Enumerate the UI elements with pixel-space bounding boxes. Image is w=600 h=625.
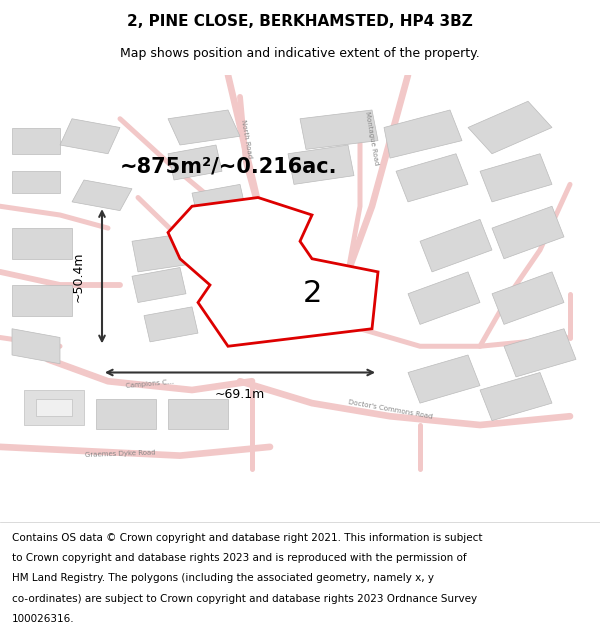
Polygon shape: [504, 329, 576, 377]
Polygon shape: [384, 110, 462, 158]
Polygon shape: [132, 232, 198, 272]
Polygon shape: [12, 127, 60, 154]
Polygon shape: [288, 145, 354, 184]
Polygon shape: [60, 119, 120, 154]
Polygon shape: [480, 154, 552, 202]
Polygon shape: [144, 307, 198, 342]
Polygon shape: [24, 390, 84, 425]
Text: ~50.4m: ~50.4m: [71, 251, 85, 301]
Text: North Road: North Road: [239, 119, 253, 158]
Polygon shape: [168, 145, 222, 180]
Text: Map shows position and indicative extent of the property.: Map shows position and indicative extent…: [120, 48, 480, 61]
Polygon shape: [168, 198, 378, 346]
Polygon shape: [12, 329, 60, 364]
Polygon shape: [36, 399, 72, 416]
Polygon shape: [492, 272, 564, 324]
Polygon shape: [12, 171, 60, 193]
Polygon shape: [168, 399, 228, 429]
Text: 100026316.: 100026316.: [12, 614, 74, 624]
Polygon shape: [480, 372, 552, 421]
Polygon shape: [396, 154, 468, 202]
Polygon shape: [12, 228, 72, 259]
FancyBboxPatch shape: [0, 75, 600, 512]
Text: co-ordinates) are subject to Crown copyright and database rights 2023 Ordnance S: co-ordinates) are subject to Crown copyr…: [12, 594, 477, 604]
Polygon shape: [168, 110, 240, 145]
Polygon shape: [192, 184, 246, 219]
Polygon shape: [468, 101, 552, 154]
Text: HM Land Registry. The polygons (including the associated geometry, namely x, y: HM Land Registry. The polygons (includin…: [12, 573, 434, 583]
Polygon shape: [408, 272, 480, 324]
Text: Campions C...: Campions C...: [126, 378, 174, 389]
Text: Graemes Dyke Road: Graemes Dyke Road: [85, 449, 155, 458]
Text: Pine Close: Pine Close: [197, 253, 229, 278]
Text: Contains OS data © Crown copyright and database right 2021. This information is : Contains OS data © Crown copyright and d…: [12, 532, 482, 542]
Polygon shape: [96, 399, 156, 429]
Polygon shape: [132, 268, 186, 302]
Polygon shape: [408, 355, 480, 403]
Polygon shape: [72, 180, 132, 211]
Polygon shape: [420, 219, 492, 272]
Text: Doctor's Commons Road: Doctor's Commons Road: [347, 399, 433, 420]
Text: 2, PINE CLOSE, BERKHAMSTED, HP4 3BZ: 2, PINE CLOSE, BERKHAMSTED, HP4 3BZ: [127, 14, 473, 29]
Text: ~875m²/~0.216ac.: ~875m²/~0.216ac.: [119, 157, 337, 177]
Text: 2: 2: [302, 279, 322, 308]
Polygon shape: [12, 285, 72, 316]
Polygon shape: [492, 206, 564, 259]
Text: to Crown copyright and database rights 2023 and is reproduced with the permissio: to Crown copyright and database rights 2…: [12, 553, 467, 563]
Polygon shape: [300, 110, 378, 149]
Text: ~69.1m: ~69.1m: [215, 388, 265, 401]
Text: Montague Road: Montague Road: [364, 111, 380, 166]
